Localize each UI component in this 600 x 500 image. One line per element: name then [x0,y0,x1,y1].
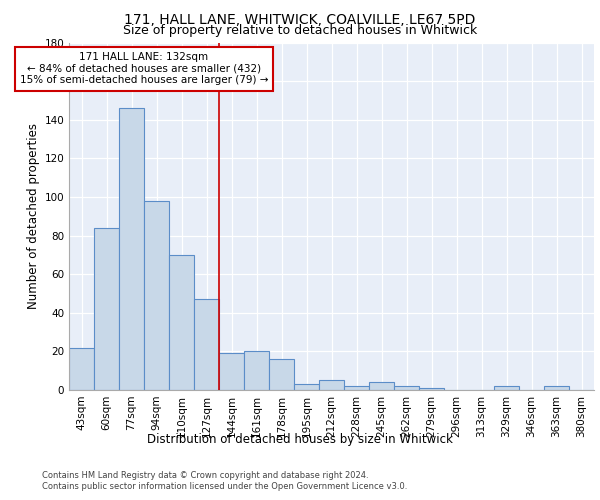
Text: 171 HALL LANE: 132sqm
← 84% of detached houses are smaller (432)
15% of semi-det: 171 HALL LANE: 132sqm ← 84% of detached … [20,52,268,86]
Bar [344,386,369,390]
Text: Distribution of detached houses by size in Whitwick: Distribution of detached houses by size … [147,432,453,446]
Text: Contains HM Land Registry data © Crown copyright and database right 2024.: Contains HM Land Registry data © Crown c… [42,471,368,480]
Bar [219,354,244,390]
Bar [394,386,419,390]
Bar [169,255,194,390]
Y-axis label: Number of detached properties: Number of detached properties [27,123,40,309]
Bar [369,382,394,390]
Text: Size of property relative to detached houses in Whitwick: Size of property relative to detached ho… [123,24,477,37]
Bar [69,348,94,390]
Bar [144,201,169,390]
Bar [419,388,444,390]
Bar [244,352,269,390]
Bar [494,386,519,390]
Bar [119,108,144,390]
Bar [544,386,569,390]
Text: 171, HALL LANE, WHITWICK, COALVILLE, LE67 5PD: 171, HALL LANE, WHITWICK, COALVILLE, LE6… [124,12,476,26]
Bar [294,384,319,390]
Bar [319,380,344,390]
Bar [194,300,219,390]
Bar [94,228,119,390]
Text: Contains public sector information licensed under the Open Government Licence v3: Contains public sector information licen… [42,482,407,491]
Bar [269,359,294,390]
